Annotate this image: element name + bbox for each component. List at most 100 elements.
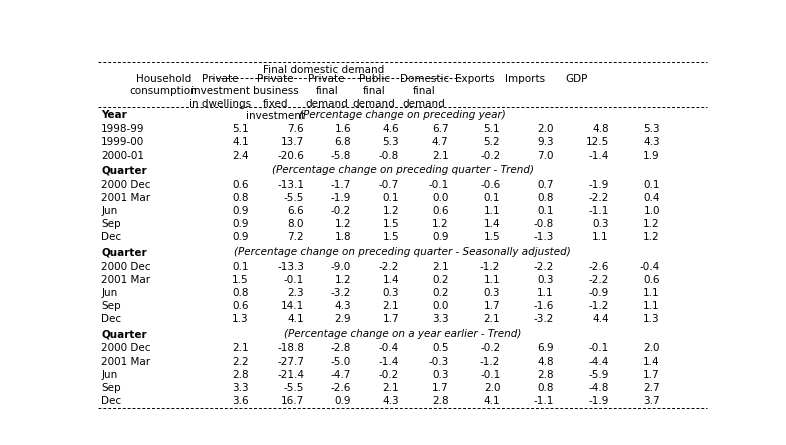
Text: Private
final
demand: Private final demand (305, 74, 348, 109)
Text: 0.6: 0.6 (232, 301, 248, 311)
Text: Quarter: Quarter (101, 329, 147, 339)
Text: 5.1: 5.1 (232, 124, 248, 134)
Text: 4.7: 4.7 (432, 138, 449, 147)
Text: 1998-99: 1998-99 (101, 124, 145, 134)
Text: 1.7: 1.7 (483, 301, 501, 311)
Text: 0.5: 0.5 (432, 344, 449, 353)
Text: 2000 Dec: 2000 Dec (101, 262, 151, 271)
Text: Sep: Sep (101, 301, 121, 311)
Text: 0.2: 0.2 (432, 288, 449, 298)
Text: -3.2: -3.2 (534, 314, 554, 324)
Text: 0.9: 0.9 (232, 206, 248, 216)
Text: 2.2: 2.2 (232, 356, 248, 367)
Text: 2001 Mar: 2001 Mar (101, 356, 150, 367)
Text: 6.7: 6.7 (432, 124, 449, 134)
Text: 1.5: 1.5 (383, 219, 399, 229)
Text: 9.3: 9.3 (538, 138, 554, 147)
Text: -0.3: -0.3 (428, 356, 449, 367)
Text: -0.4: -0.4 (640, 262, 660, 271)
Text: -1.2: -1.2 (589, 301, 608, 311)
Text: -2.2: -2.2 (589, 193, 608, 203)
Text: 2.0: 2.0 (644, 344, 660, 353)
Text: 5.3: 5.3 (383, 138, 399, 147)
Text: 2.0: 2.0 (484, 383, 501, 393)
Text: -21.4: -21.4 (277, 370, 304, 380)
Text: Jun: Jun (101, 288, 118, 298)
Text: Quarter: Quarter (101, 247, 147, 257)
Text: Jun: Jun (101, 206, 118, 216)
Text: 0.1: 0.1 (538, 206, 554, 216)
Text: 3.3: 3.3 (232, 383, 248, 393)
Text: -1.4: -1.4 (379, 356, 399, 367)
Text: -1.9: -1.9 (331, 193, 351, 203)
Text: 2.7: 2.7 (643, 383, 660, 393)
Text: -2.8: -2.8 (331, 344, 351, 353)
Text: Dec: Dec (101, 314, 121, 324)
Text: 1.1: 1.1 (643, 288, 660, 298)
Text: -0.2: -0.2 (480, 344, 501, 353)
Text: 1.4: 1.4 (643, 356, 660, 367)
Text: -0.2: -0.2 (480, 150, 501, 161)
Text: 0.9: 0.9 (232, 219, 248, 229)
Text: 4.1: 4.1 (232, 138, 248, 147)
Text: 2001 Mar: 2001 Mar (101, 193, 150, 203)
Text: 2.3: 2.3 (288, 288, 304, 298)
Text: 1.5: 1.5 (232, 275, 248, 285)
Text: 4.3: 4.3 (643, 138, 660, 147)
Text: 2.1: 2.1 (232, 344, 248, 353)
Text: 4.8: 4.8 (592, 124, 608, 134)
Text: 4.1: 4.1 (483, 396, 501, 406)
Text: Dec: Dec (101, 396, 121, 406)
Text: -0.1: -0.1 (428, 180, 449, 190)
Text: -0.2: -0.2 (379, 370, 399, 380)
Text: 0.3: 0.3 (383, 288, 399, 298)
Text: -1.9: -1.9 (589, 396, 608, 406)
Text: 0.1: 0.1 (383, 193, 399, 203)
Text: 0.8: 0.8 (232, 288, 248, 298)
Text: Household
consumption: Household consumption (130, 74, 197, 97)
Text: 2.8: 2.8 (538, 370, 554, 380)
Text: 0.3: 0.3 (592, 219, 608, 229)
Text: -1.9: -1.9 (589, 180, 608, 190)
Text: -13.1: -13.1 (277, 180, 304, 190)
Text: 2.9: 2.9 (334, 314, 351, 324)
Text: 2.8: 2.8 (432, 396, 449, 406)
Text: 4.8: 4.8 (538, 356, 554, 367)
Text: -5.5: -5.5 (284, 193, 304, 203)
Text: -4.7: -4.7 (331, 370, 351, 380)
Text: 1.1: 1.1 (483, 275, 501, 285)
Text: 14.1: 14.1 (281, 301, 304, 311)
Text: -0.6: -0.6 (480, 180, 501, 190)
Text: 12.5: 12.5 (586, 138, 608, 147)
Text: 0.3: 0.3 (432, 370, 449, 380)
Text: -18.8: -18.8 (277, 344, 304, 353)
Text: -2.6: -2.6 (331, 383, 351, 393)
Text: 2.8: 2.8 (232, 370, 248, 380)
Text: 6.9: 6.9 (538, 344, 554, 353)
Text: 2.1: 2.1 (483, 314, 501, 324)
Text: 1.6: 1.6 (334, 124, 351, 134)
Text: -5.9: -5.9 (589, 370, 608, 380)
Text: -1.1: -1.1 (589, 206, 608, 216)
Text: -4.4: -4.4 (589, 356, 608, 367)
Text: -1.7: -1.7 (331, 180, 351, 190)
Text: 4.3: 4.3 (383, 396, 399, 406)
Text: -1.3: -1.3 (534, 232, 554, 243)
Text: 1.1: 1.1 (538, 288, 554, 298)
Text: -27.7: -27.7 (277, 356, 304, 367)
Text: 2000 Dec: 2000 Dec (101, 180, 151, 190)
Text: 13.7: 13.7 (281, 138, 304, 147)
Text: 0.6: 0.6 (232, 180, 248, 190)
Text: -0.8: -0.8 (379, 150, 399, 161)
Text: 3.7: 3.7 (643, 396, 660, 406)
Text: Private
investment
in dwellings: Private investment in dwellings (189, 74, 252, 109)
Text: 4.3: 4.3 (334, 301, 351, 311)
Text: 0.1: 0.1 (644, 180, 660, 190)
Text: 2.0: 2.0 (538, 124, 554, 134)
Text: 1.0: 1.0 (644, 206, 660, 216)
Text: Sep: Sep (101, 383, 121, 393)
Text: (Percentage change on preceding year): (Percentage change on preceding year) (299, 110, 506, 120)
Text: 1999-00: 1999-00 (101, 138, 145, 147)
Text: -2.6: -2.6 (589, 262, 608, 271)
Text: 5.3: 5.3 (643, 124, 660, 134)
